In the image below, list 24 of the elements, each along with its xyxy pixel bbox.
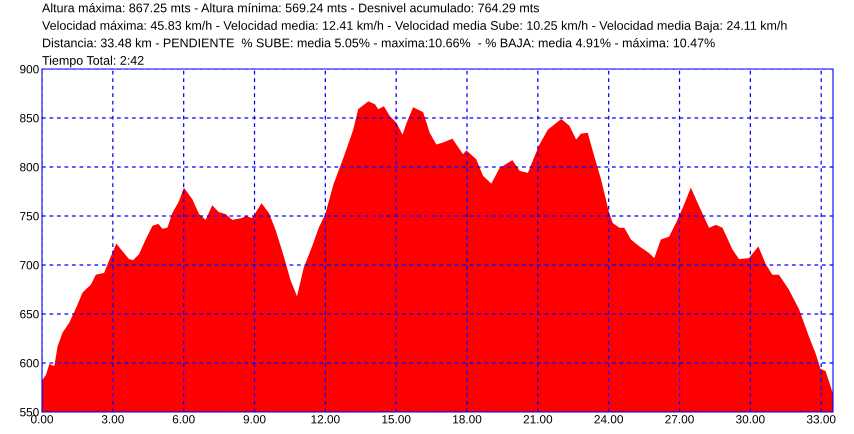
x-tick-label: 6.00 [172,415,195,424]
y-tick-label: 650 [20,310,39,318]
y-tick-label: 700 [20,261,39,270]
x-tick-label: 15.00 [382,415,410,424]
x-tick-label: 24.00 [594,415,623,424]
x-tick-label: 21.00 [524,415,552,424]
text: Altura máxima: 867.25 mts - Altura mínima: 569.24 mts - Desnivel acumulado: 764.29 mts [42,3,539,12]
y-tick-label: 850 [20,114,39,122]
y-tick-label: 800 [20,163,39,172]
x-tick-label: 0.00 [30,415,54,424]
x-tick-label: 33.00 [806,415,836,424]
text: Velocidad máxima: 45.83 km/h - Velocidad media: 12.41 km/h - Velocidad media Sube: 10.25 km/h - Velocidad media Baja: 24.11 km/h [42,20,787,32]
y-tick-label: 550 [20,408,39,416]
y-tick-label: 600 [20,359,39,368]
y-tick-label: 900 [20,65,39,74]
x-tick-label: 18.00 [453,415,482,424]
x-tick-label: 3.00 [102,415,124,424]
x-tick-label: 9.00 [244,415,266,424]
text: Tiempo Total: 2:42 [42,56,144,68]
x-tick-label: 27.00 [665,415,694,424]
x-tick-label: 30.00 [736,415,765,424]
y-tick-label: 750 [20,212,39,220]
x-tick-label: 12.00 [311,415,340,424]
text: Distancia: 33.48 km - PENDIENTE % SUBE: media 5.05% - maxima:10.66% - % BAJA: media 4.91% - máxima: 10.47% [43,38,715,48]
